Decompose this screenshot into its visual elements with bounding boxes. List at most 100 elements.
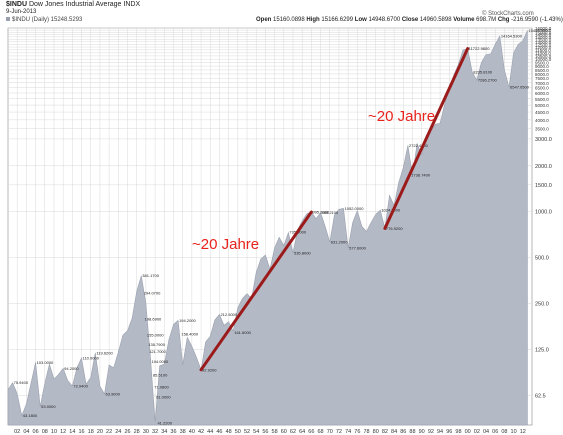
chg-label: Chg [497,17,510,23]
x-tick-label: 60 [281,429,287,435]
value-label: 61.0000 [156,395,171,400]
x-tick-label: 98 [455,429,461,435]
trend-line [383,47,470,230]
value-label: 63.9000 [106,391,121,396]
x-tick-label: 06 [492,429,498,435]
y-tick-label: 13000.0 [535,40,552,45]
value-label: 577.6000 [349,246,366,251]
value-label: 94.2000 [64,366,79,371]
x-tick-label: 44 [207,429,213,435]
x-tick-label: 82 [382,429,388,435]
x-tick-label: 14 [69,429,75,435]
x-tick-label: 54 [253,429,259,435]
value-label: 71.0800 [154,384,169,389]
value-label: 194.2000 [179,318,196,323]
y-tick-label: 1500.0 [535,183,552,189]
y-tick-label: 12000.0 [535,45,552,50]
x-tick-label: 08 [42,429,48,435]
y-tick-label: 6000.0 [535,91,549,96]
chart-date: 9-Jun-2013 [6,9,37,15]
x-tick-label: 16 [78,429,84,435]
x-tick-label: 96 [446,429,452,435]
y-tick-label: 10500.0 [535,54,552,59]
x-tick-label: 74 [345,429,351,435]
y-tick-label: 11500.0 [535,48,551,53]
x-tick-label: 78 [363,429,369,435]
x-tick-label: 76 [354,429,360,435]
value-label: 8235.8100 [473,70,493,75]
y-axis-ticks: 62.5 125.0 250.0 500.0 1000.0 1500.0 2000.0 300… [535,26,552,399]
value-label: 995.2000 [312,210,329,215]
x-tick-label: 12 [60,429,66,435]
annotation-texts: ~20 Jahre ~20 Jahre [192,108,435,253]
y-tick-label: 8500.0 [535,68,549,73]
value-label: 2722.4200 [409,143,429,148]
x-tick-label: 80 [373,429,379,435]
x-tick-label: 02 [474,429,480,435]
y-tick-label: 3500.0 [535,127,549,132]
x-tick-label: 38 [180,429,186,435]
x-tick-label: 36 [170,429,176,435]
x-tick-label: 72 [336,429,342,435]
y-tick-label: 9000.0 [535,64,549,69]
y-tick-label: 500.0 [535,256,549,262]
value-label: 41.2200 [157,421,172,426]
x-tick-label: 20 [97,429,103,435]
x-tick-label: 28 [134,429,140,435]
x-tick-label: 26 [124,429,130,435]
y-tick-label: 62.5 [535,393,546,399]
x-tick-label: 00 [465,429,471,435]
watermark: © StockCharts.com [482,11,534,17]
value-label: 155.0000 [147,333,164,338]
y-tick-label: 16000.0 [535,26,552,31]
legend-text: $INDU (Daily) 15248.5293 [12,17,83,23]
x-tick-label: 18 [88,429,94,435]
value-label: 75.9400 [14,380,29,385]
x-tick-label: 32 [152,429,158,435]
y-tick-label: 15500.0 [535,28,552,33]
volume-value: 698.7M [476,17,497,23]
x-tick-label: 84 [391,429,397,435]
value-label: 85.5100 [153,373,168,378]
y-tick-label: 7000.0 [535,81,549,86]
y-tick-label: 250.0 [535,302,549,308]
open-label: Open [256,17,272,23]
value-label: 631.2000 [331,240,348,245]
value-label: 15409.3900 [528,28,550,33]
value-label: 135.7900 [148,342,165,347]
volume-label: Volume [453,17,475,23]
y-tick-label: 10000.0 [535,57,552,62]
y-tick-label: 9500.0 [535,61,549,66]
y-tick-label: 5000.0 [535,103,549,108]
x-tick-label: 86 [400,429,406,435]
y-tick-label: 13500.0 [535,37,552,42]
x-tick-label: 50 [235,429,241,435]
chg-value: -216.9590 (-1.43%) [511,17,563,23]
value-label: 776.9200 [386,226,403,231]
x-tick-label: 58 [272,429,278,435]
legend-swatch-icon [6,17,10,21]
value-label: 92.9200 [202,367,217,372]
x-tick-label: 46 [216,429,222,435]
trend-line [199,210,313,372]
x-tick-label: 34 [161,429,167,435]
y-tick-label: 14500.0 [535,33,552,38]
y-tick-label: 1000.0 [535,210,552,216]
x-tick-label: 40 [189,429,195,435]
value-label: 6547.0500 [510,85,530,90]
value-labels: 75.9400 43.1800 103.0000 53.0000 72.9400 94.2… [14,28,551,426]
x-tick-label: 56 [262,429,268,435]
value-label: 535.8000 [294,251,311,256]
trend-lines [199,47,470,372]
value-label: 121.7000 [149,349,166,354]
x-tick-label: 68 [317,429,323,435]
y-tick-label: 7500.0 [535,76,549,81]
x-tick-label: 52 [244,429,250,435]
x-tick-label: 88 [409,429,415,435]
x-tick-label: 42 [198,429,204,435]
y-tick-label: 2000.0 [535,164,552,170]
value-label: 1738.7400 [411,173,431,178]
value-label: 212.5000 [220,312,237,317]
x-tick-label: 22 [106,429,112,435]
y-tick-label: 4000.0 [535,118,549,123]
